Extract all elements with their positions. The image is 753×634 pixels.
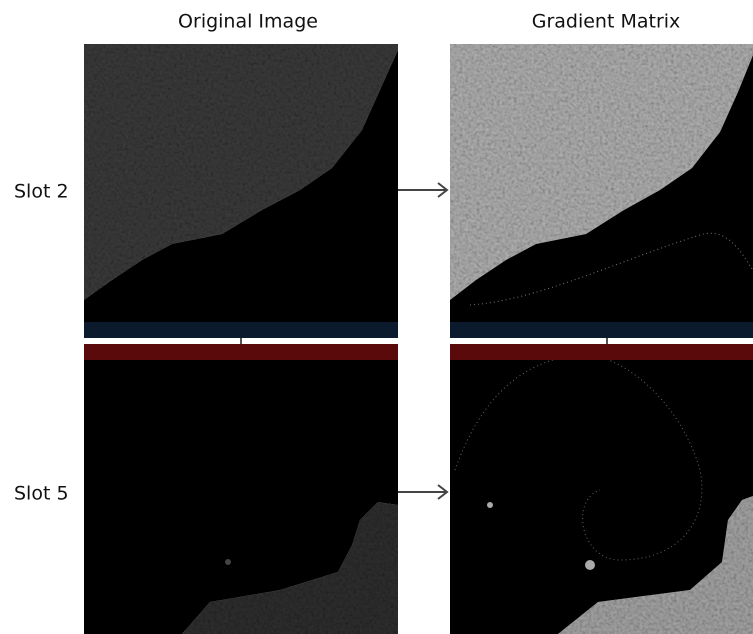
column-header: Original Image: [178, 11, 318, 33]
arrow: [398, 183, 447, 499]
image-gradient-slot2: [450, 44, 753, 322]
image-original-slot2: [84, 44, 398, 322]
image-gradient-slot5: [450, 355, 753, 634]
row-label: Slot 5: [14, 483, 69, 505]
column-header: Gradient Matrix: [532, 11, 681, 33]
figure: Original Image Gradient Matrix Slot 2 Sl…: [0, 0, 753, 634]
slot-strip-red: [450, 344, 753, 360]
row-label: Slot 2: [14, 181, 69, 203]
image-original-slot5: [84, 360, 398, 634]
slot-strip-blue: [450, 322, 753, 338]
slot-strip-blue: [84, 322, 398, 338]
slot-strip-red: [84, 344, 398, 360]
